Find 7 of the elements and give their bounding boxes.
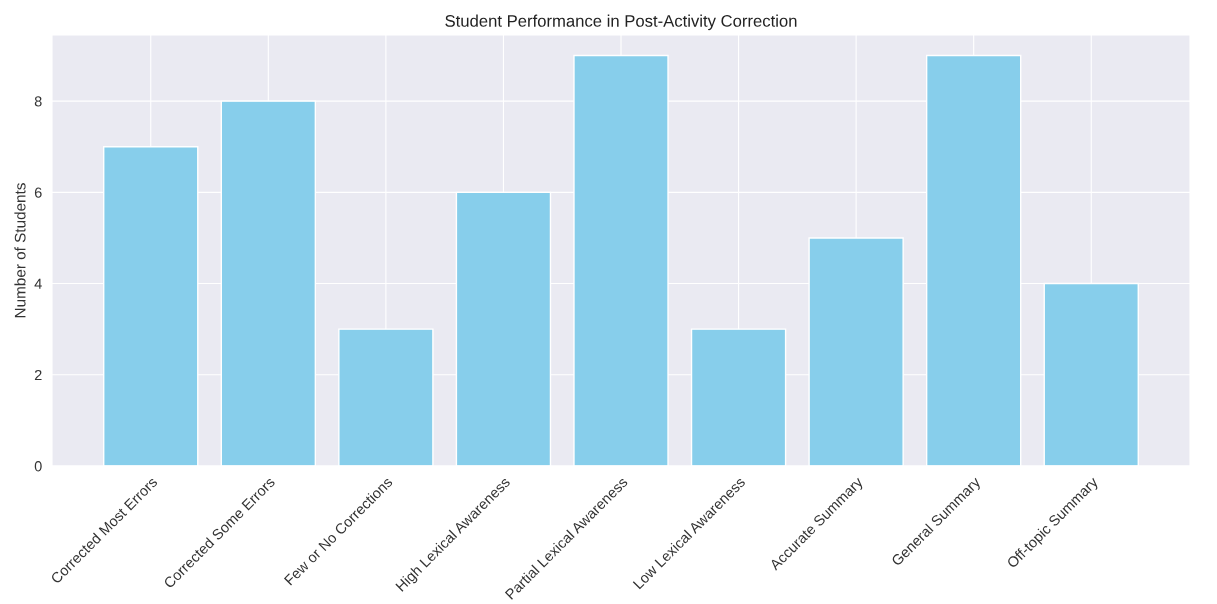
chart-title: Student Performance in Post-Activity Correction [445,14,797,31]
y-axis-title: Number of Students [14,183,26,318]
y-tick-label: 8 [34,96,42,107]
y-tick-label: 6 [34,187,42,198]
y-tick-label: 2 [34,369,42,381]
y-tick-label: 0 [34,461,42,472]
y-tick-label: 4 [34,278,42,289]
